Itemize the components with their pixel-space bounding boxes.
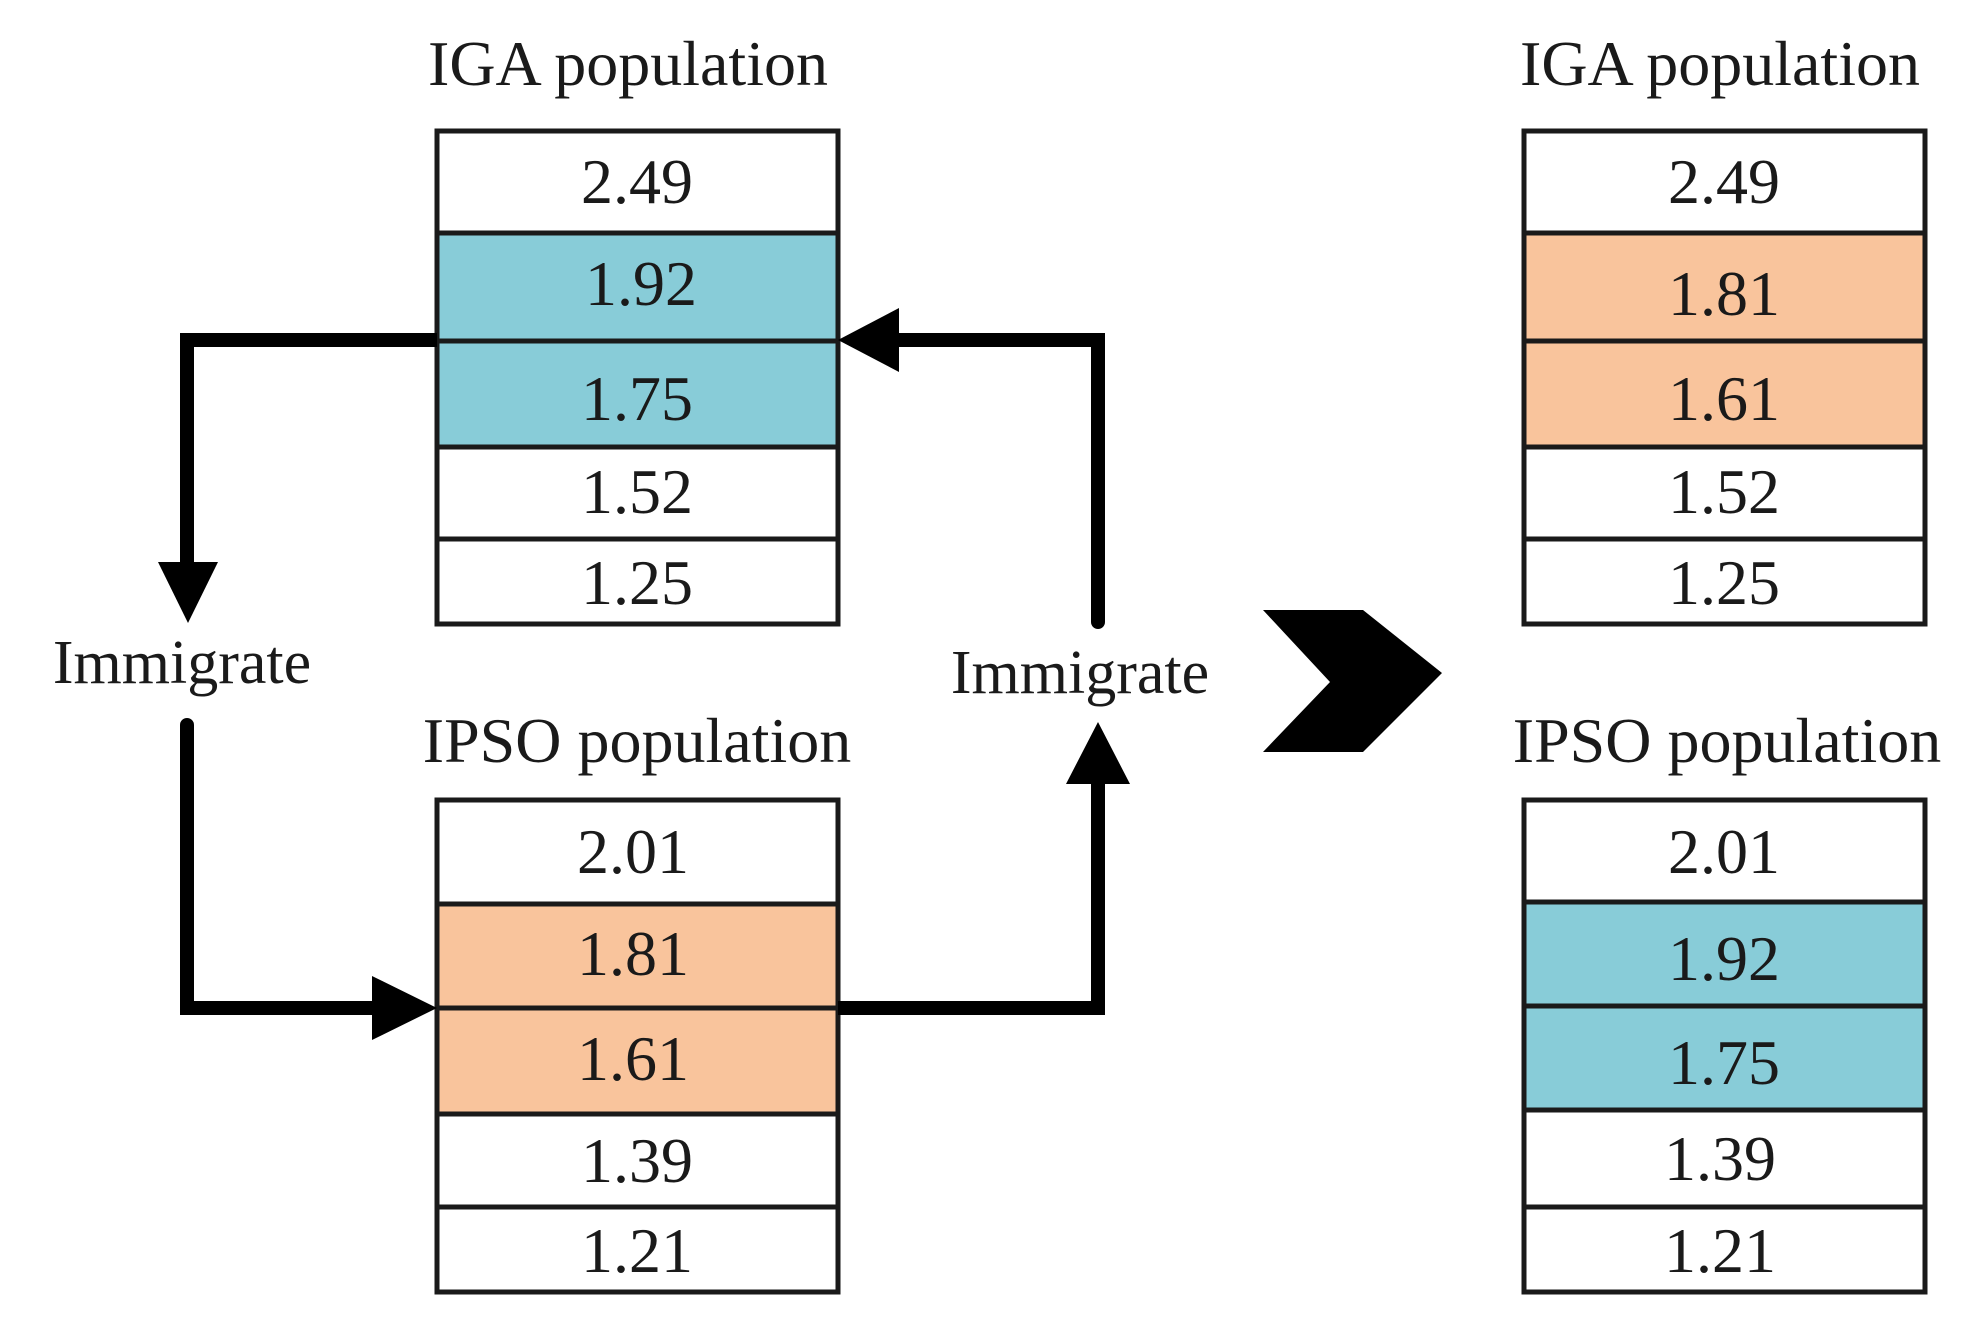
ipso-after-cell bbox=[1521, 1003, 1928, 1113]
iga-before-value: 1.75 bbox=[581, 363, 693, 434]
iga-before-title: IGA population bbox=[428, 28, 828, 99]
iga-before-value: 1.25 bbox=[581, 547, 693, 618]
ipso-after-cell bbox=[1521, 1107, 1928, 1210]
left-migration-arrow bbox=[158, 333, 437, 1040]
ipso-before-value: 1.61 bbox=[577, 1023, 689, 1094]
iga-after-value: 1.25 bbox=[1668, 547, 1780, 618]
right-migration-arrow bbox=[838, 308, 1130, 1015]
ipso-after-cell bbox=[1521, 1204, 1928, 1295]
ipso-before-value: 1.21 bbox=[581, 1215, 693, 1286]
transition-chevron-icon bbox=[1263, 610, 1442, 752]
iga-after-value: 1.52 bbox=[1668, 456, 1780, 527]
left-arrowhead-icon bbox=[838, 308, 899, 372]
left-upper-line bbox=[180, 333, 437, 565]
ipso-before-value: 1.39 bbox=[581, 1125, 693, 1196]
iga-before-table: 2.49 1.92 1.75 1.52 1.25 bbox=[434, 128, 841, 627]
iga-before-cell bbox=[434, 444, 841, 542]
ipso-after-value: 1.39 bbox=[1664, 1123, 1776, 1194]
ipso-after-cell bbox=[1521, 797, 1928, 905]
iga-after-cell bbox=[1521, 128, 1928, 236]
ipso-after-value: 1.75 bbox=[1668, 1027, 1780, 1098]
iga-after-cell bbox=[1521, 230, 1928, 344]
iga-after-table: 2.49 1.81 1.61 1.52 1.25 bbox=[1521, 128, 1928, 627]
iga-before-value: 1.92 bbox=[585, 248, 697, 319]
right-arrowhead-icon bbox=[372, 976, 437, 1040]
ipso-before-cell bbox=[434, 1204, 841, 1295]
ipso-before-title: IPSO population bbox=[423, 705, 851, 776]
iga-after-value: 2.49 bbox=[1668, 146, 1780, 217]
down-arrowhead-icon bbox=[158, 562, 218, 623]
ipso-after-table: 2.01 1.92 1.75 1.39 1.21 bbox=[1521, 797, 1928, 1295]
ipso-after-value: 1.21 bbox=[1664, 1215, 1776, 1286]
right-upper-line bbox=[889, 333, 1105, 629]
right-lower-line bbox=[838, 778, 1105, 1015]
ipso-after-value: 2.01 bbox=[1668, 816, 1780, 887]
immigrate-left-label: Immigrate bbox=[53, 629, 311, 697]
ipso-before-value: 1.81 bbox=[577, 918, 689, 989]
ipso-before-cell bbox=[434, 1005, 841, 1117]
ipso-after-value: 1.92 bbox=[1668, 923, 1780, 994]
immigrate-right-label: Immigrate bbox=[951, 639, 1209, 707]
iga-before-value: 2.49 bbox=[581, 146, 693, 217]
iga-after-cell bbox=[1521, 444, 1928, 542]
up-arrowhead-icon bbox=[1066, 722, 1130, 784]
iga-after-value: 1.61 bbox=[1668, 363, 1780, 434]
iga-after-value: 1.81 bbox=[1668, 258, 1780, 329]
iga-before-cell bbox=[434, 128, 841, 236]
ipso-after-title: IPSO population bbox=[1513, 705, 1941, 776]
ipso-before-value: 2.01 bbox=[577, 816, 689, 887]
iga-before-cell bbox=[434, 230, 841, 344]
iga-after-title: IGA population bbox=[1520, 28, 1920, 99]
left-lower-line bbox=[180, 718, 387, 1015]
ipso-before-table: 2.01 1.81 1.61 1.39 1.21 bbox=[434, 797, 841, 1295]
ipso-after-cell bbox=[1521, 899, 1928, 1009]
iga-after-cell bbox=[1521, 536, 1928, 627]
iga-before-cell bbox=[434, 536, 841, 627]
iga-before-value: 1.52 bbox=[581, 456, 693, 527]
ipso-before-cell bbox=[434, 797, 841, 907]
